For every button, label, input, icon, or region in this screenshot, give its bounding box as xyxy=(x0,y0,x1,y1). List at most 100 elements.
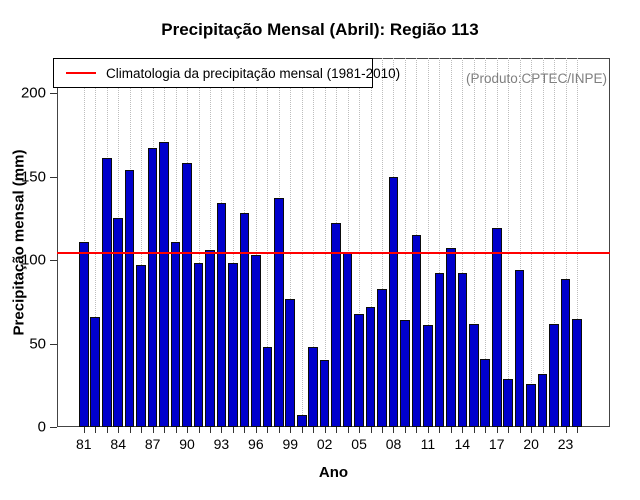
y-axis-title: Precipitação mensal (mm) xyxy=(10,149,28,336)
bar-1988 xyxy=(159,141,169,427)
y-tick-0 xyxy=(50,427,57,428)
gridline-2011 xyxy=(427,58,429,427)
bar-1991 xyxy=(193,263,204,427)
bar-2004 xyxy=(342,251,353,427)
bar-2013 xyxy=(446,248,456,427)
x-tick-2023 xyxy=(565,427,567,433)
legend: Climatologia da precipitação mensal (198… xyxy=(53,58,400,88)
x-tick-2003 xyxy=(336,427,338,433)
x-tick-1999 xyxy=(290,427,292,433)
bar-1995 xyxy=(239,213,250,427)
gridline-2000 xyxy=(301,58,303,427)
gridline-2012 xyxy=(439,58,441,427)
climatology-line-icon xyxy=(66,72,96,74)
x-tick-1981 xyxy=(83,427,85,433)
bar-1981 xyxy=(79,241,89,427)
gridline-2022 xyxy=(554,58,556,427)
bar-1999 xyxy=(285,298,296,427)
x-tick-1992 xyxy=(209,427,211,433)
bar-2019 xyxy=(514,270,525,427)
bar-1989 xyxy=(170,241,181,427)
x-tick-2010 xyxy=(416,427,418,433)
y-tick-label-50: 50 xyxy=(29,335,46,353)
x-tick-1983 xyxy=(106,427,108,433)
x-axis-title: Ano xyxy=(318,464,349,481)
bar-1992 xyxy=(205,250,215,427)
x-tick-2009 xyxy=(404,427,406,433)
bar-2002 xyxy=(319,360,330,427)
bar-1994 xyxy=(228,263,238,427)
gridline-1992 xyxy=(209,58,211,427)
x-tick-2020 xyxy=(531,427,533,433)
gridline-1994 xyxy=(232,58,234,427)
bar-1997 xyxy=(262,346,273,427)
product-watermark: (Produto:CPTEC/INPE) xyxy=(465,71,607,86)
gridline-2001 xyxy=(313,58,315,427)
x-tick-2011 xyxy=(427,427,429,433)
x-tick-label-1987: 87 xyxy=(144,436,161,452)
bar-2014 xyxy=(457,273,468,427)
x-tick-1987 xyxy=(152,427,154,433)
x-tick-2002 xyxy=(324,427,326,433)
y-tick-label-0: 0 xyxy=(37,418,46,436)
gridline-2023 xyxy=(565,58,567,427)
gridline-1999 xyxy=(290,58,292,427)
bar-2010 xyxy=(411,235,422,427)
gridline-2014 xyxy=(462,58,464,427)
gridline-2024 xyxy=(577,58,578,427)
bar-2005 xyxy=(354,313,364,427)
gridline-2019 xyxy=(519,58,521,427)
gridline-2004 xyxy=(347,58,349,427)
x-tick-label-2017: 17 xyxy=(488,436,505,452)
bar-2009 xyxy=(400,320,410,427)
y-tick-label-200: 200 xyxy=(20,84,46,102)
bar-2017 xyxy=(491,228,502,427)
x-tick-2019 xyxy=(519,427,521,433)
x-tick-1985 xyxy=(129,427,131,433)
x-tick-1991 xyxy=(198,427,200,433)
x-tick-2005 xyxy=(359,427,361,433)
x-tick-1995 xyxy=(244,427,246,433)
bar-2024 xyxy=(572,318,582,427)
bar-1985 xyxy=(124,170,135,427)
bar-2003 xyxy=(331,223,341,427)
bar-1984 xyxy=(113,218,123,427)
bar-2011 xyxy=(423,325,433,427)
x-tick-label-2008: 08 xyxy=(385,436,402,452)
bar-2012 xyxy=(434,273,445,427)
x-tick-1984 xyxy=(118,427,120,433)
x-tick-2012 xyxy=(439,427,441,433)
x-tick-2018 xyxy=(508,427,510,433)
x-tick-2022 xyxy=(554,427,556,433)
bar-1983 xyxy=(101,158,112,427)
x-tick-2007 xyxy=(382,427,384,433)
gridline-2002 xyxy=(324,58,326,427)
bar-2022 xyxy=(549,323,559,427)
gridline-2007 xyxy=(382,58,384,427)
y-tick-100 xyxy=(50,260,57,262)
x-tick-label-2014: 14 xyxy=(454,436,471,452)
chart-title: Precipitação Mensal (Abril): Região 113 xyxy=(161,20,479,39)
bar-2018 xyxy=(503,378,513,427)
x-tick-1997 xyxy=(267,427,269,433)
bar-1998 xyxy=(273,198,284,427)
x-tick-2015 xyxy=(473,427,475,433)
y-tick-150 xyxy=(50,176,57,178)
gridline-2020 xyxy=(531,58,533,427)
y-tick-200 xyxy=(50,93,57,95)
x-tick-label-1993: 93 xyxy=(213,436,230,452)
gridline-2013 xyxy=(450,58,452,427)
gridline-1982 xyxy=(95,58,97,427)
gridline-1986 xyxy=(141,58,143,427)
gridline-1996 xyxy=(255,58,257,427)
gridline-2009 xyxy=(404,58,406,427)
gridline-1991 xyxy=(198,58,200,427)
y-tick-label-100: 100 xyxy=(20,251,46,269)
x-tick-label-2005: 05 xyxy=(351,436,367,452)
x-tick-1994 xyxy=(232,427,234,433)
x-tick-1990 xyxy=(187,427,189,433)
gridline-2006 xyxy=(370,58,372,427)
x-tick-2000 xyxy=(301,427,303,433)
bar-2020 xyxy=(526,383,536,427)
